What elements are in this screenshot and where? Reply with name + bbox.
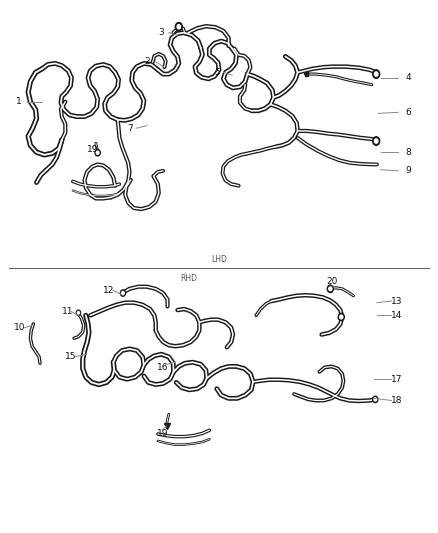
Circle shape [122, 292, 124, 295]
Circle shape [373, 70, 380, 78]
Text: 2: 2 [145, 58, 150, 66]
Text: LHD: LHD [211, 255, 227, 264]
Text: 3: 3 [158, 28, 164, 37]
Circle shape [120, 290, 126, 296]
Text: 16: 16 [157, 363, 169, 372]
Text: 12: 12 [103, 286, 115, 295]
Text: 1: 1 [16, 97, 22, 106]
Text: 15: 15 [65, 352, 77, 361]
Circle shape [76, 310, 81, 316]
Text: RHD: RHD [180, 274, 197, 284]
Text: 4: 4 [406, 73, 411, 82]
Circle shape [95, 150, 100, 156]
Circle shape [177, 25, 180, 29]
Text: 17: 17 [391, 375, 403, 384]
Text: 14: 14 [391, 311, 403, 320]
Text: 19: 19 [157, 430, 169, 439]
Circle shape [338, 313, 344, 321]
Circle shape [374, 398, 377, 401]
Circle shape [175, 22, 182, 31]
Text: 11: 11 [62, 307, 73, 316]
Circle shape [373, 396, 378, 402]
Text: 8: 8 [405, 148, 411, 157]
Circle shape [373, 137, 380, 146]
Text: 18: 18 [391, 396, 403, 405]
Text: 10: 10 [14, 323, 25, 332]
Circle shape [78, 311, 80, 314]
Text: 9: 9 [405, 166, 411, 175]
Circle shape [96, 151, 99, 155]
Circle shape [374, 72, 378, 76]
Text: 13: 13 [391, 296, 403, 305]
Text: 5: 5 [215, 68, 220, 77]
Text: 19: 19 [87, 145, 99, 154]
Circle shape [374, 139, 378, 143]
Circle shape [329, 287, 332, 290]
Circle shape [327, 285, 333, 293]
Text: 6: 6 [405, 108, 411, 117]
Text: 7: 7 [127, 124, 133, 133]
Bar [305, 72, 307, 76]
Circle shape [340, 315, 343, 319]
Text: 20: 20 [326, 277, 337, 286]
